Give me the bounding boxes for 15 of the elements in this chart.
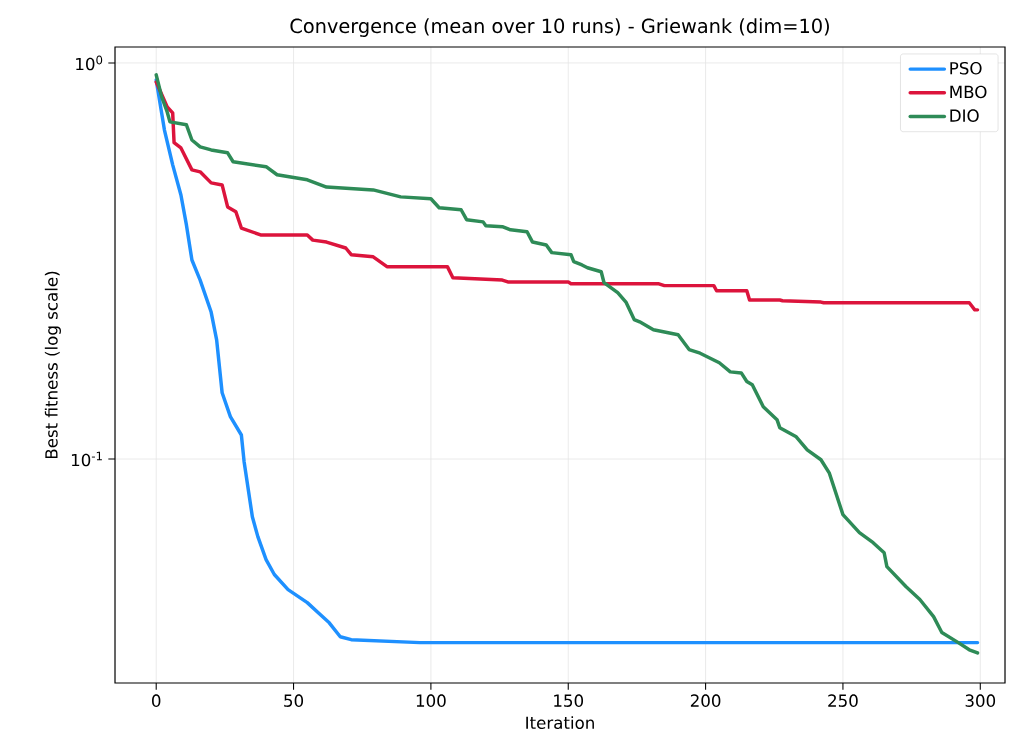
x-axis-title: Iteration	[526, 716, 594, 730]
y-axis-title: Best fitness (log scale)	[44, 271, 61, 459]
legend-label: MBO	[950, 85, 987, 99]
x-tick-label: 200	[690, 694, 721, 707]
x-tick-label: 100	[416, 694, 446, 707]
x-tick-label: 150	[554, 694, 584, 707]
legend-label: PSO	[950, 61, 982, 75]
legend-label: DIO	[950, 109, 979, 122]
x-tick-label: 300	[965, 694, 996, 707]
chart-title: Convergence (mean over 10 runs) - Griewank (dim=10)	[290, 18, 829, 37]
x-tick-label: 50	[284, 694, 304, 707]
y-tick-label: 10$^{-1}$	[71, 451, 102, 467]
y-tick-label: 10$^{0}$	[76, 55, 103, 71]
x-tick-label: 0	[152, 694, 161, 707]
x-tick-label: 250	[828, 694, 858, 707]
